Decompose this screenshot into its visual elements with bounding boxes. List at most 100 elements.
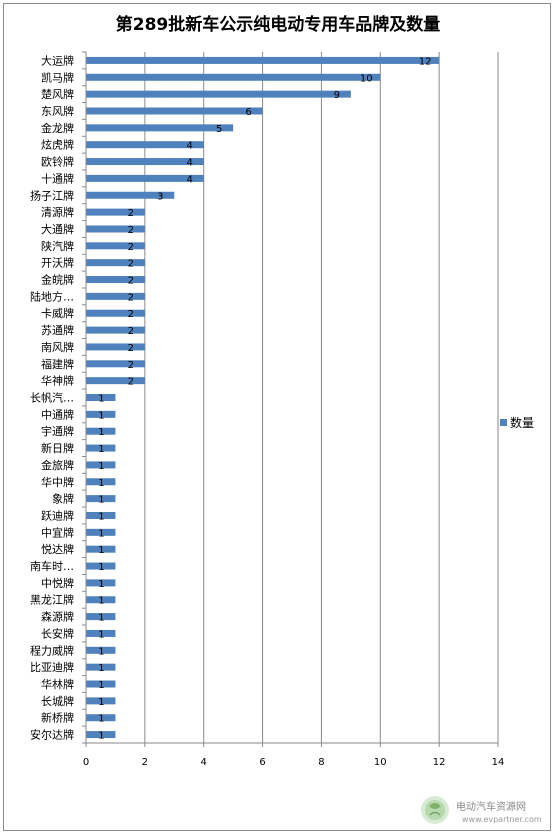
category-label: 开沃牌 (41, 256, 74, 270)
data-label: 2 (128, 326, 134, 337)
bar (86, 478, 116, 486)
data-label: 1 (98, 697, 104, 708)
category-label: 森源牌 (41, 610, 74, 624)
category-label: 南风牌 (41, 340, 74, 354)
data-label: 1 (98, 545, 104, 556)
grid-lines (144, 52, 499, 743)
data-label: 2 (128, 292, 134, 303)
data-label: 12 (419, 56, 432, 67)
x-tick-label: 2 (142, 757, 148, 768)
category-label: 象牌 (52, 492, 74, 506)
category-label: 中宜牌 (41, 525, 74, 539)
bar (86, 309, 145, 317)
data-label: 1 (98, 731, 104, 742)
category-label: 悦达牌 (41, 542, 74, 556)
bar (86, 613, 116, 621)
watermark: 电动汽车资源网 www.evpartner.com (421, 796, 542, 824)
data-label: 1 (98, 410, 104, 421)
data-label: 4 (187, 141, 193, 152)
bar (86, 680, 116, 688)
data-label: 1 (98, 596, 104, 607)
category-label: 欧铃牌 (41, 155, 74, 169)
data-label: 4 (187, 158, 193, 169)
data-label: 2 (128, 225, 134, 236)
category-label: 清源牌 (41, 205, 74, 219)
bar (86, 191, 175, 199)
bar (86, 292, 145, 300)
category-label: 卡威牌 (41, 306, 74, 320)
category-label: 十通牌 (41, 171, 74, 185)
data-label: 1 (98, 680, 104, 691)
bar (86, 208, 145, 216)
data-label: 1 (98, 714, 104, 725)
data-label: 1 (98, 394, 104, 405)
category-label: 新日牌 (41, 441, 74, 455)
category-label: 华神牌 (41, 374, 74, 388)
category-label: 炫虎牌 (41, 138, 74, 152)
data-label: 9 (334, 90, 340, 101)
data-label: 2 (128, 343, 134, 354)
data-label: 10 (360, 73, 373, 84)
data-label: 1 (98, 444, 104, 455)
data-label: 1 (98, 562, 104, 573)
bar (86, 107, 263, 115)
bar (86, 714, 116, 722)
bar (86, 174, 204, 182)
category-label: 华中牌 (41, 475, 74, 489)
data-label: 1 (98, 511, 104, 522)
category-label: 比亚迪牌 (30, 660, 74, 674)
category-label: 长安牌 (41, 626, 74, 640)
category-label: 宇通牌 (41, 424, 74, 438)
category-label: 金旅牌 (41, 458, 74, 472)
data-label: 6 (245, 107, 251, 118)
data-label: 1 (98, 629, 104, 640)
x-tick-label: 8 (318, 757, 324, 768)
data-label: 4 (187, 174, 193, 185)
bar (86, 410, 116, 418)
chart-title: 第289批新车公示纯电动专用车品牌及数量 (116, 14, 441, 35)
data-label: 1 (98, 613, 104, 624)
bar (86, 276, 145, 284)
bar (86, 326, 145, 334)
watermark-text: 电动汽车资源网 (456, 800, 526, 813)
bar (86, 343, 145, 351)
category-label: 黑龙江牌 (30, 593, 74, 607)
bar (86, 697, 116, 705)
category-label: 楚风牌 (41, 87, 74, 101)
bar (86, 124, 234, 132)
bar (86, 579, 116, 587)
category-label: 新桥牌 (41, 711, 74, 725)
data-label: 1 (98, 495, 104, 506)
data-label: 2 (128, 309, 134, 320)
axes (82, 51, 499, 747)
legend: 数量 (500, 415, 534, 430)
category-label: 程力威牌 (30, 643, 74, 657)
data-label: 2 (128, 360, 134, 371)
bar (86, 90, 351, 98)
data-label: 1 (98, 528, 104, 539)
legend-swatch (500, 419, 507, 426)
data-label: 1 (98, 478, 104, 489)
category-label: 跃迪牌 (41, 508, 74, 522)
bar (86, 495, 116, 503)
category-label: 大运牌 (41, 53, 74, 67)
category-label: 东风牌 (41, 104, 74, 118)
bar (86, 511, 116, 519)
bar (86, 629, 116, 637)
bar (86, 394, 116, 401)
category-label: 陆地方… (30, 289, 74, 303)
bar (86, 141, 204, 149)
category-label: 金龙牌 (41, 121, 74, 135)
bars (86, 56, 440, 739)
bar (86, 731, 116, 739)
data-label: 2 (128, 276, 134, 287)
data-label: 2 (128, 377, 134, 388)
leaf-globe-icon (421, 796, 449, 824)
category-label: 大通牌 (41, 222, 74, 236)
category-label: 凯马牌 (41, 70, 74, 84)
data-label: 1 (98, 427, 104, 438)
bar (86, 73, 381, 81)
bar (86, 461, 116, 469)
